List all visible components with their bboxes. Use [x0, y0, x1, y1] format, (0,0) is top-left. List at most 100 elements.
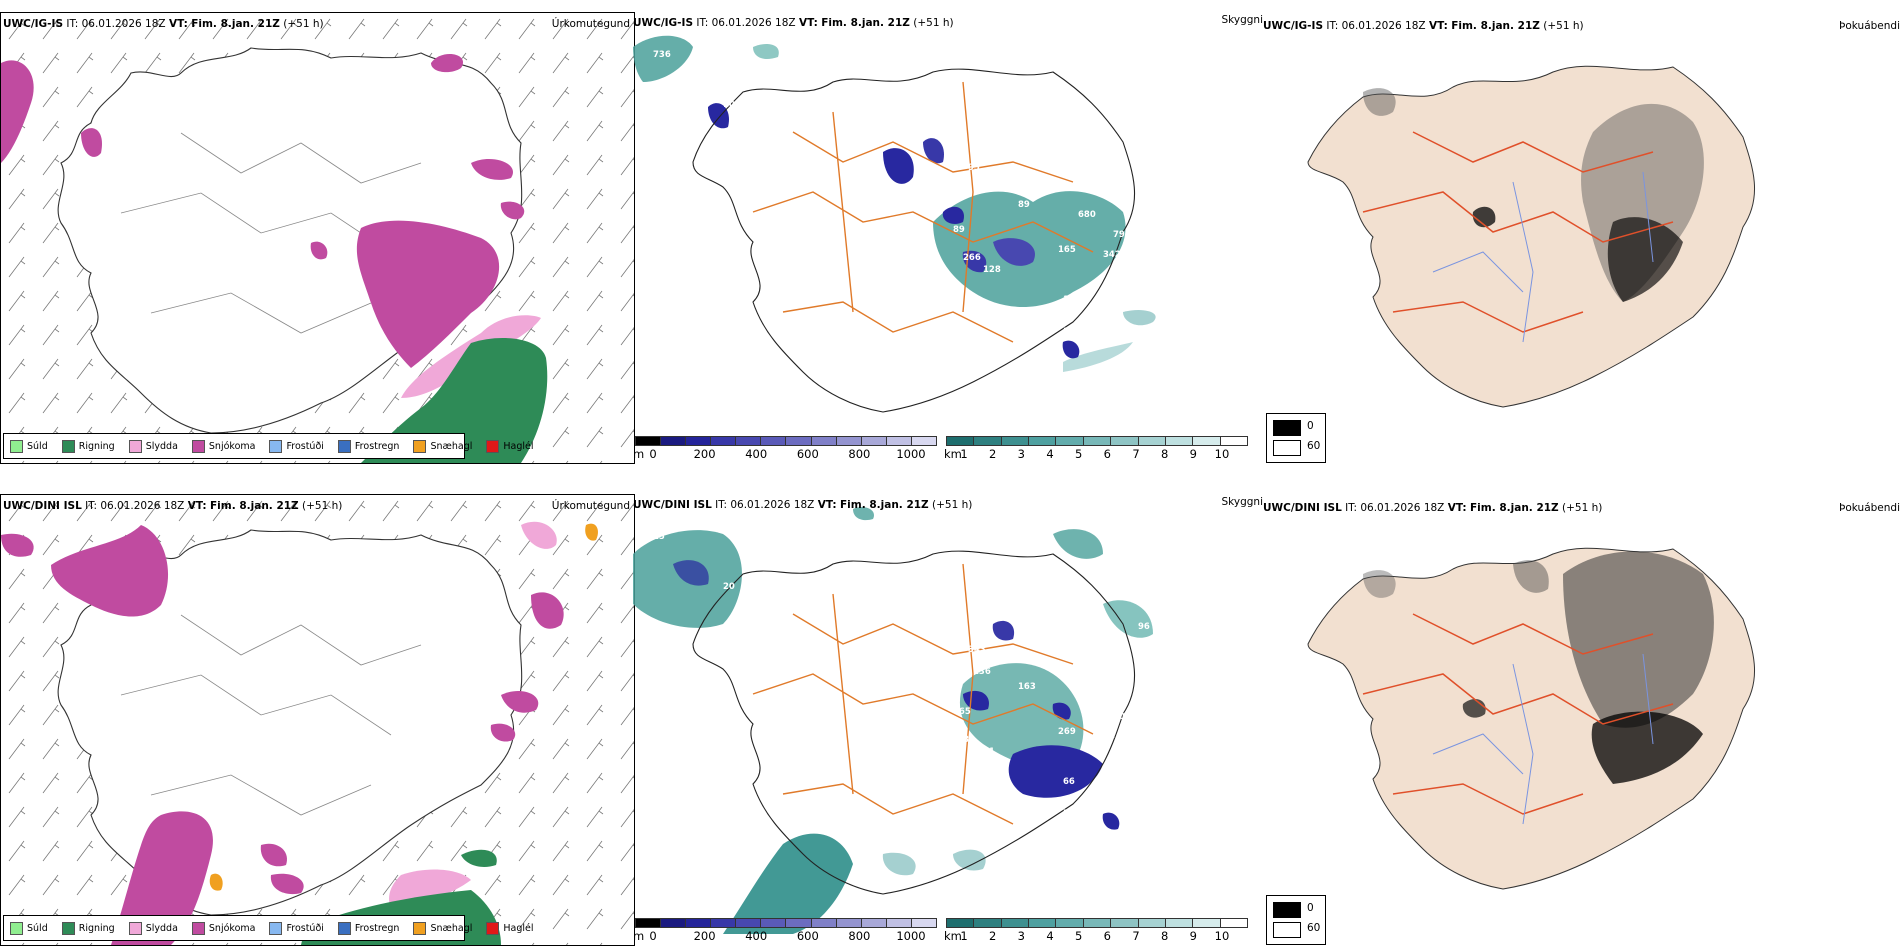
colorbar-step	[1001, 919, 1030, 927]
precip-type-panel-bottom: UWC/DINI ISL IT: 06.01.2026 18Z VT: Fim.…	[0, 494, 635, 946]
colorbar-tick: 7	[1132, 447, 1140, 461]
colorbar-tick: 8	[1160, 929, 1169, 943]
colorbar-step	[974, 919, 1002, 927]
cloud-height-label: 967	[1078, 692, 1096, 702]
colorbar-step	[761, 437, 787, 445]
cloud-height-label: 136	[973, 667, 991, 677]
colorbar-step	[661, 437, 687, 445]
cloud-height-label: 107	[943, 150, 961, 160]
colorbar-step	[861, 437, 887, 445]
colorbar-tick: 2	[988, 447, 997, 461]
colorbar-tick: 800	[848, 929, 871, 943]
cloud-height-label: 105	[1113, 260, 1131, 270]
colorbar-tick: 9	[1189, 929, 1197, 943]
legend-swatch	[413, 439, 427, 453]
colorbar-tick: 8	[1160, 447, 1169, 461]
cloud-height-label: 680	[1078, 210, 1096, 220]
legend-label: Frostregn	[354, 440, 400, 452]
colorbar-step	[686, 919, 712, 927]
colorbar-tick: 1	[960, 929, 968, 943]
precip-legend: Súld Rigning Slydda Snjókoma Frostúði Frostre…	[3, 433, 534, 459]
colorbar-step	[947, 919, 975, 927]
cloud-height-label: 89	[1018, 200, 1030, 210]
cloud-height-label: 143	[1063, 327, 1081, 337]
colorbar-tick: 1000	[896, 447, 926, 461]
colorbar-tick: 4	[1046, 929, 1054, 943]
cloud-height-label: 736	[653, 50, 671, 60]
colorbar-step	[1165, 919, 1194, 927]
colorbar-step	[947, 437, 975, 445]
colorbar-step	[786, 919, 812, 927]
legend-swatch	[269, 439, 283, 453]
legend-swatch	[191, 439, 205, 453]
legend-swatch	[486, 439, 500, 453]
panel-title: Úrkomutegund	[551, 500, 630, 512]
visibility-colorbar: km 1 2 3 4 5 6 7 8 9 10	[944, 918, 1248, 943]
fog-legend-top: 0 60	[1266, 413, 1326, 463]
cloud-height-label: 103	[743, 123, 761, 133]
panel-title: Skyggni	[1221, 496, 1264, 508]
colorbar-step	[1083, 919, 1112, 927]
cloud-height-label: 343	[968, 645, 986, 655]
cloud-height-label: 165	[1058, 245, 1076, 255]
visibility-colorbar: km 1 2 3 4 5 6 7 8 9 10	[944, 436, 1248, 461]
colorbar-unit: km	[944, 447, 962, 461]
colorbar-step	[1193, 437, 1221, 445]
legend-label: Haglél	[503, 440, 534, 452]
legend-label: Snæhagl	[430, 922, 473, 934]
colorbar-tick: 5	[1074, 447, 1083, 461]
cloud-height-label: 128	[983, 265, 1001, 275]
cloud-height-label: 10	[1113, 712, 1125, 722]
fog-panel-bottom: UWC/DINI ISL IT: 06.01.2026 18Z VT: Fim.…	[1263, 494, 1900, 894]
cloud-panel-bottom: 97 107 343 136 665 163 269 94 106 80 81 66 55 85 10 967…	[633, 494, 1263, 944]
legend-label: Snæhagl	[430, 440, 473, 452]
colorbar-tick: 0	[649, 929, 657, 943]
colorbar-step	[736, 437, 762, 445]
cloud-height-label: 15	[653, 532, 665, 542]
colorbar-step	[1220, 919, 1247, 927]
legend-item: Snjókoma	[191, 921, 255, 935]
cloud-height-label: 66	[1063, 777, 1075, 787]
precip-map-bottom	[1, 495, 634, 945]
precip-type-panel-top: UWC/IG-IS IT: 06.01.2026 18Z VT: Fim. 8.…	[0, 12, 635, 464]
precip-legend: Súld Rigning Slydda Snjókoma Frostúði Frostre…	[3, 915, 534, 941]
colorbar-step	[636, 437, 662, 445]
colorbar-tick: 9	[1189, 447, 1197, 461]
colorbar-tick: 600	[796, 447, 819, 461]
colorbar-step	[974, 437, 1002, 445]
colorbar-unit: km	[944, 929, 962, 943]
precip-map-top	[1, 13, 634, 463]
legend-label: Frostúði	[286, 440, 324, 452]
colorbar-tick: 10	[1214, 447, 1230, 461]
legend-label: Slydda	[145, 440, 178, 452]
panel-title: Úrkomutegund	[551, 18, 630, 30]
legend-item: Snjókoma	[191, 439, 255, 453]
legend-swatch	[269, 921, 283, 935]
colorbar-tick: 3	[1017, 447, 1025, 461]
colorbar-tick: 200	[693, 447, 716, 461]
cloud-height-label: 107	[923, 655, 941, 665]
colorbar-step	[1001, 437, 1030, 445]
colorbar-tick: 2	[988, 929, 997, 943]
legend-label: Rigning	[78, 440, 115, 452]
colorbar-step	[811, 919, 837, 927]
colorbar-step	[1138, 437, 1166, 445]
cloud-height-label: 122	[883, 230, 901, 240]
colorbar-step	[1220, 437, 1247, 445]
colorbar-step	[836, 919, 862, 927]
colorbar-tick: 3	[1017, 929, 1025, 943]
legend-label: Haglél	[503, 922, 534, 934]
cloud-height-label: 94	[1103, 732, 1115, 742]
fog-map-top	[1307, 65, 1756, 408]
legend-item: Haglél	[486, 921, 534, 935]
colorbar-swatches	[946, 918, 1248, 928]
legend-label: Súld	[27, 922, 48, 934]
colorbar-step	[1165, 437, 1194, 445]
colorbar-tick: 400	[745, 929, 768, 943]
colorbar-step	[911, 919, 936, 927]
legend-item: Haglél	[486, 439, 534, 453]
colorbar-step	[1029, 437, 1057, 445]
legend-item: Súld	[10, 439, 48, 453]
legend-item: Snæhagl	[413, 439, 473, 453]
cloud-height-label: 79	[1113, 230, 1125, 240]
